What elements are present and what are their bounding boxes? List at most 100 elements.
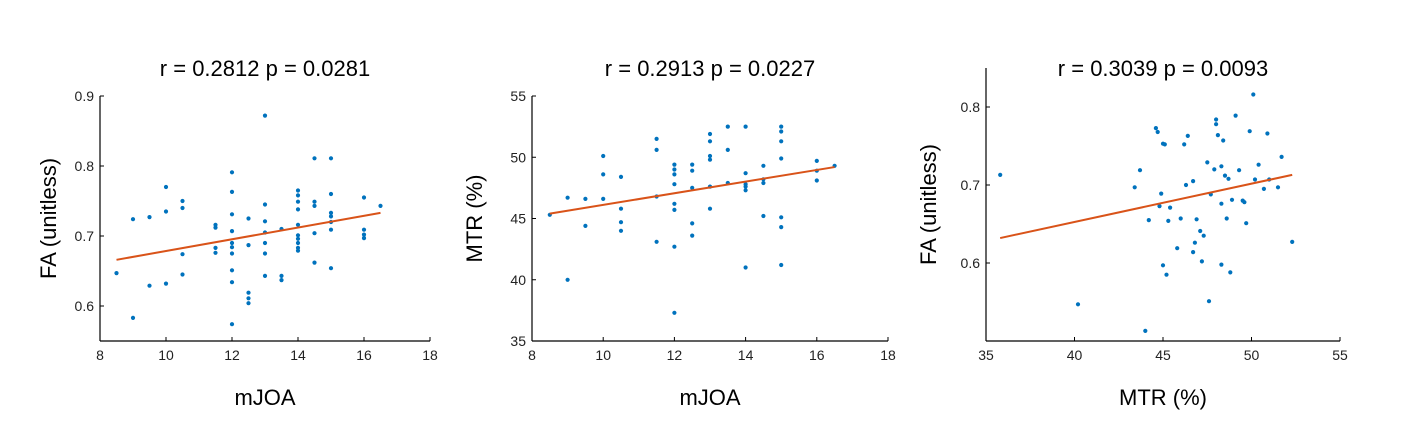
data-point: [130, 315, 136, 320]
x-tick-label: 55: [1332, 347, 1348, 363]
data-point: [1191, 179, 1196, 184]
data-point: [295, 199, 301, 204]
data-point: [1132, 185, 1137, 190]
data-point: [1237, 168, 1242, 173]
data-point: [295, 233, 301, 238]
data-point: [672, 310, 677, 315]
data-point: [1214, 122, 1219, 127]
x-tick-label: 14: [738, 347, 754, 363]
data-point: [1224, 216, 1229, 221]
data-point: [601, 172, 606, 177]
data-point: [361, 236, 367, 241]
data-point: [246, 301, 251, 306]
data-point: [361, 227, 367, 232]
data-point: [618, 228, 624, 233]
x-tick-label: 14: [290, 347, 306, 363]
data-point: [328, 191, 334, 197]
x-tick-label: 8: [96, 347, 104, 363]
data-point: [114, 271, 119, 276]
data-point: [1229, 197, 1235, 202]
data-point: [1143, 328, 1148, 333]
data-point: [262, 202, 268, 207]
data-point: [1162, 142, 1167, 147]
data-point: [312, 156, 317, 161]
data-point: [180, 205, 185, 211]
data-point: [1219, 201, 1224, 206]
data-point: [654, 239, 659, 244]
data-point: [779, 156, 784, 161]
chart-title: r = 0.2812 p = 0.0281: [160, 56, 370, 81]
chart-title: r = 0.2913 p = 0.0227: [605, 56, 815, 81]
data-point: [262, 273, 268, 278]
data-point: [690, 221, 695, 226]
data-point: [295, 222, 301, 227]
x-tick-label: 16: [356, 347, 372, 363]
data-point: [1157, 204, 1162, 209]
data-point: [1214, 117, 1219, 122]
x-tick-label: 18: [880, 347, 896, 363]
data-point: [672, 207, 677, 212]
data-point: [1075, 302, 1081, 307]
data-point: [312, 260, 317, 265]
data-point: [707, 206, 713, 211]
x-tick-label: 16: [809, 347, 825, 363]
regression-line: [116, 211, 381, 261]
data-point: [1265, 131, 1270, 136]
data-point: [295, 248, 301, 253]
data-point: [328, 227, 334, 232]
y-axis-label: MTR (%): [462, 175, 487, 263]
chart-panel-2: 8 10 12 14 16 18 35 40 45 50 55 r = 0.2913 p = 0.02…: [462, 56, 896, 410]
data-point: [229, 245, 235, 250]
data-point: [180, 272, 185, 277]
data-point: [1228, 270, 1233, 275]
data-point: [1199, 259, 1204, 264]
y-axis-label: FA (unitless): [36, 158, 61, 279]
data-point: [814, 178, 819, 183]
data-point: [295, 240, 301, 246]
data-point: [147, 283, 152, 288]
data-point: [180, 252, 185, 257]
data-point: [761, 180, 766, 186]
data-point: [761, 163, 766, 168]
data-point: [1160, 263, 1166, 268]
data-point: [361, 232, 367, 237]
data-point: [690, 162, 695, 167]
data-point: [690, 185, 695, 190]
data-point: [1233, 113, 1238, 118]
data-point: [707, 131, 713, 137]
data-point: [743, 171, 748, 176]
x-tick-label: 10: [158, 347, 174, 363]
data-point: [1212, 167, 1217, 172]
chart-title: r = 0.3039 p = 0.0093: [1058, 56, 1268, 81]
data-point: [328, 214, 334, 219]
data-point: [1261, 186, 1266, 191]
data-point: [295, 193, 301, 198]
data-point: [163, 281, 169, 286]
data-point: [246, 296, 251, 301]
data-point: [295, 207, 301, 212]
data-point: [1185, 133, 1190, 138]
data-point: [1159, 191, 1164, 196]
data-point: [1221, 138, 1226, 143]
data-point: [147, 215, 152, 220]
data-point: [690, 168, 695, 173]
data-point: [672, 172, 677, 177]
data-point: [1155, 129, 1160, 135]
data-point: [213, 250, 218, 255]
data-point: [1194, 217, 1199, 222]
data-point: [672, 167, 677, 172]
y-tick-label: 0.8: [961, 99, 981, 115]
data-point: [1256, 162, 1261, 167]
data-point: [328, 266, 334, 271]
data-point: [1192, 240, 1197, 245]
data-point: [1198, 228, 1203, 234]
data-point: [583, 223, 588, 228]
data-point: [1146, 218, 1151, 223]
data-point: [565, 277, 570, 282]
y-tick-label: 0.9: [75, 88, 95, 104]
data-point: [565, 195, 570, 200]
data-point: [130, 217, 136, 222]
y-tick-label: 35: [510, 333, 526, 349]
data-point: [583, 196, 588, 201]
data-point: [229, 229, 235, 234]
